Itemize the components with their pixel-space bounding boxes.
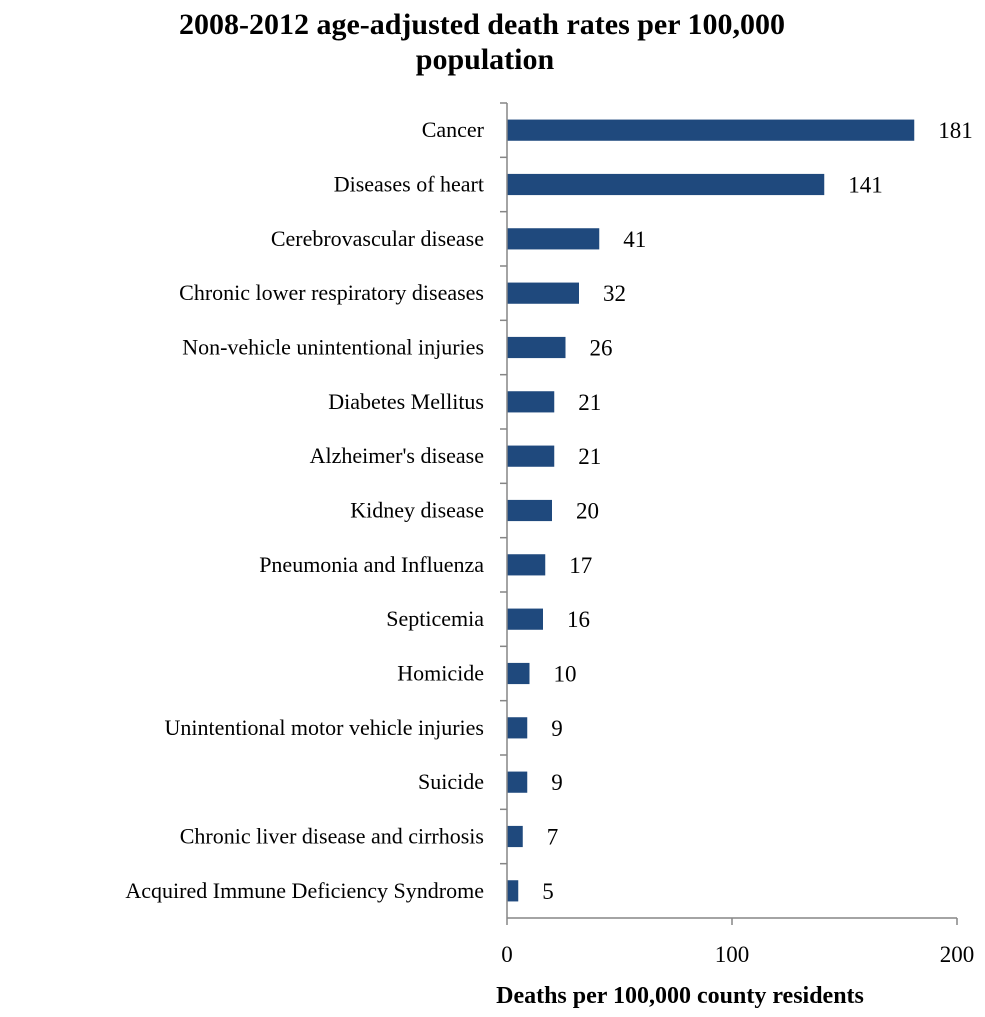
data-label: 7: [547, 825, 559, 850]
category-label: Cancer: [422, 117, 485, 142]
category-label: Alzheimer's disease: [310, 443, 484, 468]
x-axis-ticks: 0 100 200: [501, 918, 974, 967]
data-label: 21: [578, 444, 601, 469]
data-label: 20: [576, 499, 599, 524]
bar: [507, 228, 600, 250]
data-label: 9: [551, 716, 563, 741]
category-labels: Cancer Diseases of heart Cerebrovascular d…: [125, 117, 484, 903]
chart-title: 2008-2012 age-adjusted death rates per 1…: [179, 8, 785, 76]
data-label: 16: [567, 607, 590, 632]
x-axis-title: Deaths per 100,000 county residents: [496, 983, 864, 1009]
data-label: 21: [578, 390, 601, 415]
category-label: Cerebrovascular disease: [271, 226, 484, 251]
bar: [507, 119, 915, 141]
bar: [507, 391, 555, 413]
bar: [507, 499, 552, 522]
bar: [507, 771, 528, 793]
x-tick-label: 100: [715, 942, 750, 967]
data-label: 141: [848, 173, 883, 198]
category-label: Suicide: [418, 769, 484, 794]
category-label: Non-vehicle unintentional injuries: [182, 335, 484, 360]
bar: [507, 282, 579, 304]
bar-series: [507, 119, 915, 902]
chart-title-line-1: 2008-2012 age-adjusted death rates per 1…: [179, 8, 785, 41]
bar: [507, 173, 825, 196]
data-label: 41: [623, 227, 646, 252]
category-label: Kidney disease: [350, 498, 484, 523]
bar: [507, 336, 566, 359]
data-label: 32: [603, 281, 626, 306]
data-label: 181: [938, 118, 973, 143]
category-label: Chronic lower respiratory diseases: [179, 280, 484, 305]
category-label: Pneumonia and Influenza: [259, 552, 484, 577]
bar: [507, 608, 543, 630]
bar: [507, 445, 555, 467]
data-labels: 181 141 41 32 26 21 21 20 17 16 10 9 9 7 5: [542, 118, 973, 904]
category-label: Diseases of heart: [334, 172, 484, 197]
category-label: Diabetes Mellitus: [328, 389, 484, 414]
category-label: Chronic liver disease and cirrhosis: [180, 824, 484, 849]
category-label: Septicemia: [386, 606, 484, 631]
bar: [507, 717, 528, 739]
bar: [507, 662, 530, 685]
data-label: 26: [590, 336, 613, 361]
data-label: 9: [551, 770, 563, 795]
bar: [507, 554, 546, 576]
category-label: Homicide: [397, 661, 484, 686]
data-label: 10: [554, 662, 577, 687]
category-label: Acquired Immune Deficiency Syndrome: [125, 878, 484, 903]
category-label: Unintentional motor vehicle injuries: [164, 715, 484, 740]
axes: [500, 102, 957, 919]
data-label: 5: [542, 879, 554, 904]
bar: [507, 825, 523, 848]
chart-title-line-2: population: [416, 43, 555, 76]
x-tick-label: 0: [501, 942, 513, 967]
data-label: 17: [569, 553, 592, 578]
x-tick-label: 200: [940, 942, 975, 967]
bar: [507, 880, 519, 902]
